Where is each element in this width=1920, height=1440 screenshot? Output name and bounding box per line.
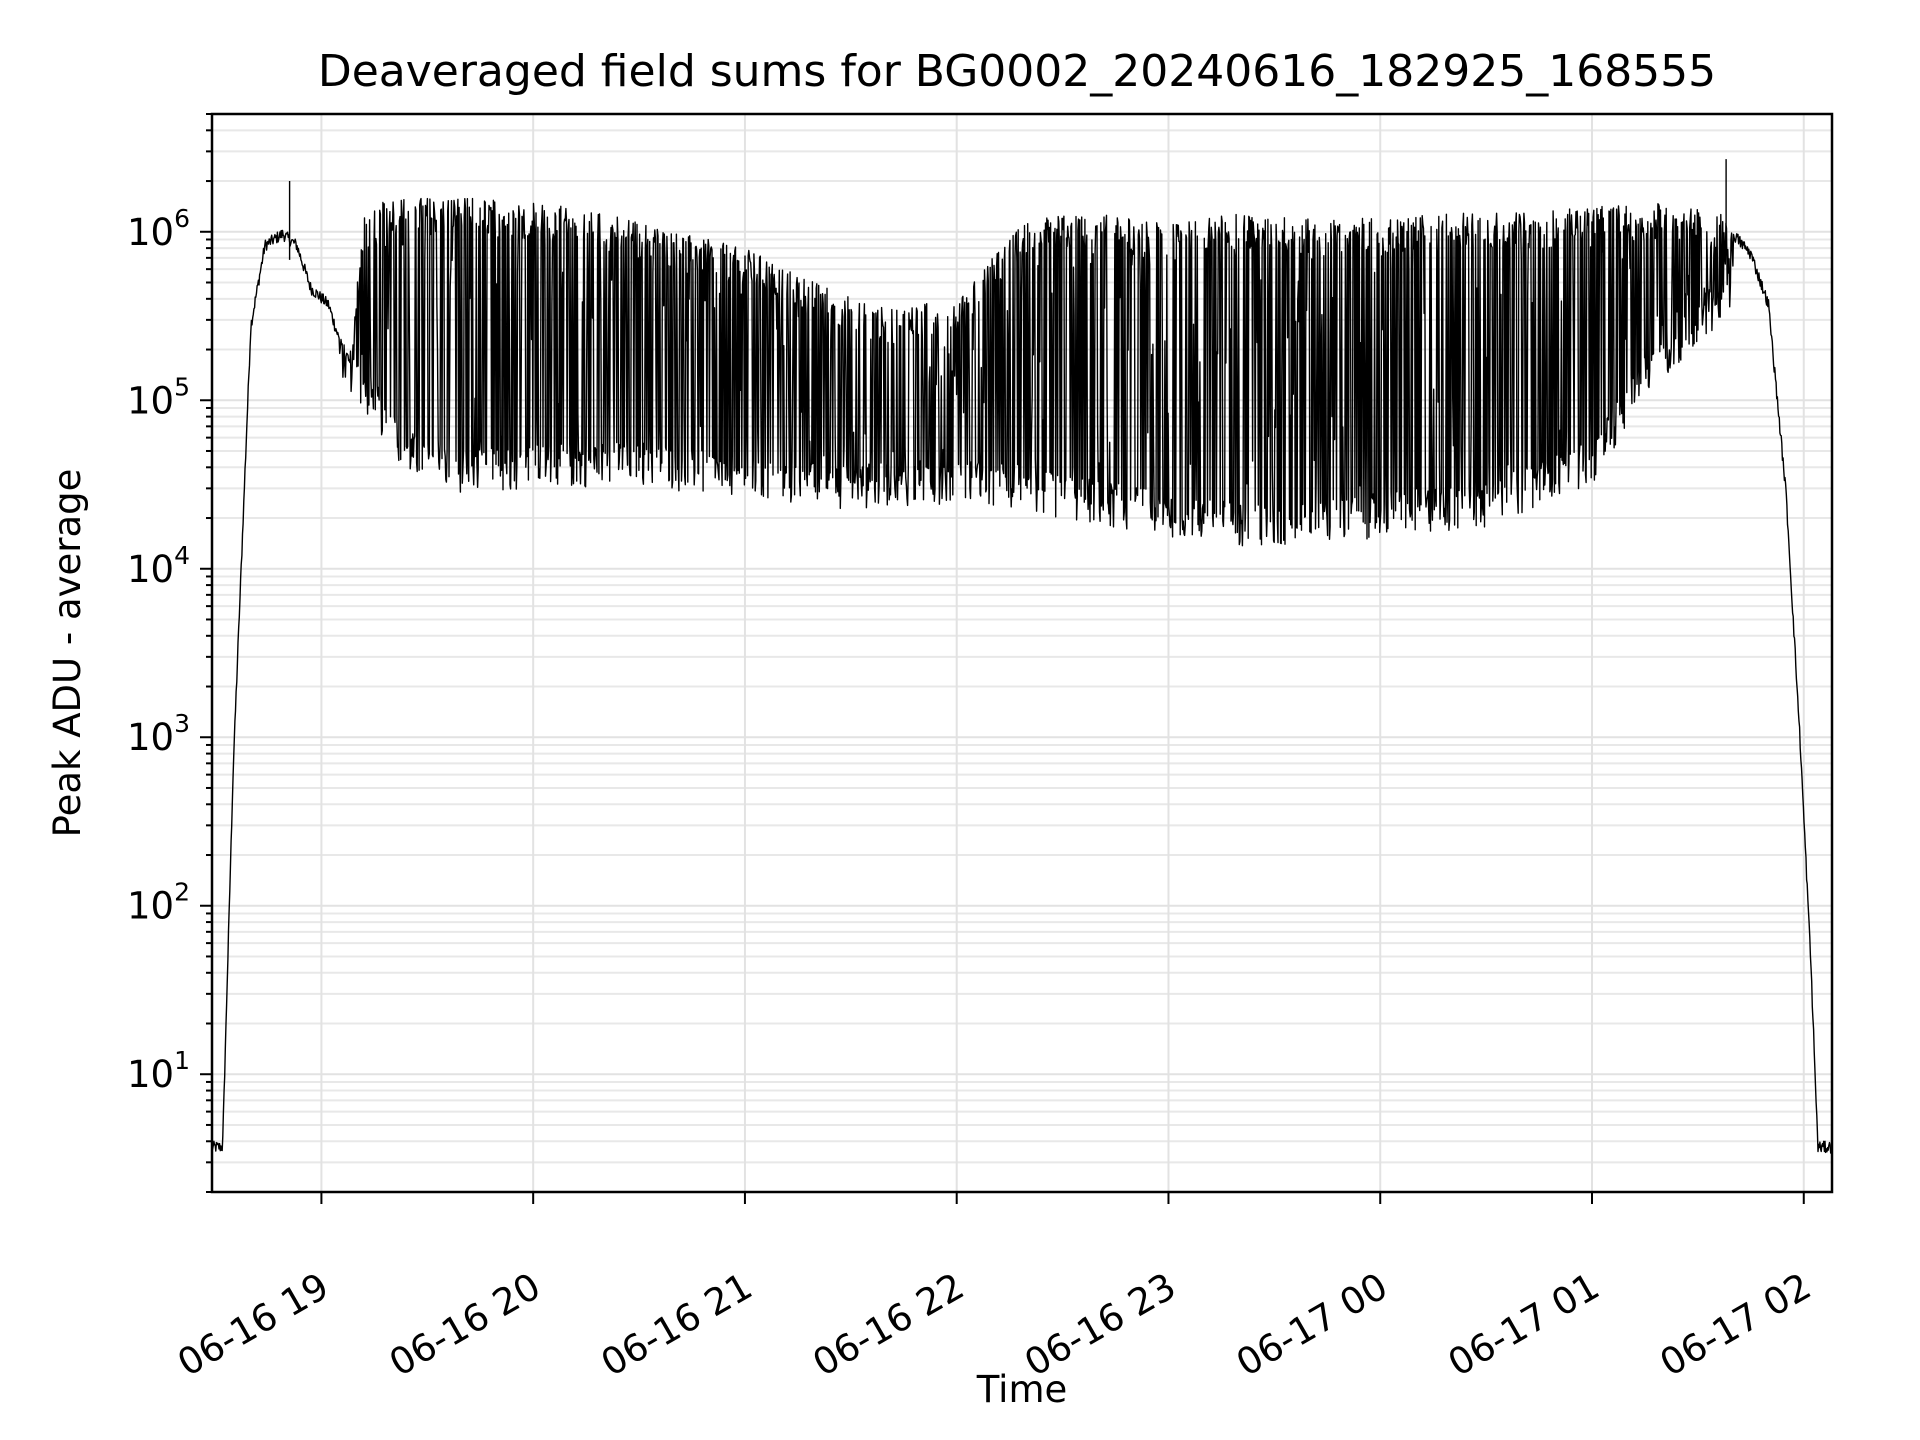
y-tick-label: 103 (127, 709, 190, 759)
plot-frame (210, 112, 1834, 1194)
x-axis-label: Time (976, 1368, 1068, 1411)
x-axis: 06-16 19 06-16 20 06-16 21 06-16 22 06-16 23… (170, 1192, 1818, 1385)
y-tick-label: 105 (127, 372, 190, 422)
x-tick-label: 06-17 02 (1653, 1265, 1819, 1385)
x-tick-label: 06-16 20 (382, 1265, 548, 1385)
y-tick-label: 106 (127, 204, 190, 254)
series-line (211, 159, 1833, 1154)
y-axis: 101 102 103 104 105 106 (127, 113, 212, 1193)
chart-title: Deaveraged field sums for BG0002_2024061… (318, 46, 1716, 97)
x-tick-label: 06-16 19 (170, 1265, 336, 1385)
y-axis-label: Peak ADU - average (46, 469, 89, 838)
y-tick-label: 102 (127, 878, 190, 928)
x-tick-label: 06-17 00 (1229, 1265, 1395, 1385)
x-tick-label: 06-17 01 (1441, 1265, 1607, 1385)
x-tick-label: 06-16 22 (806, 1265, 972, 1385)
x-tick-label: 06-16 23 (1017, 1265, 1183, 1385)
y-tick-label: 101 (127, 1046, 190, 1096)
x-tick-label: 06-16 21 (594, 1265, 760, 1385)
y-tick-label: 104 (127, 541, 190, 591)
